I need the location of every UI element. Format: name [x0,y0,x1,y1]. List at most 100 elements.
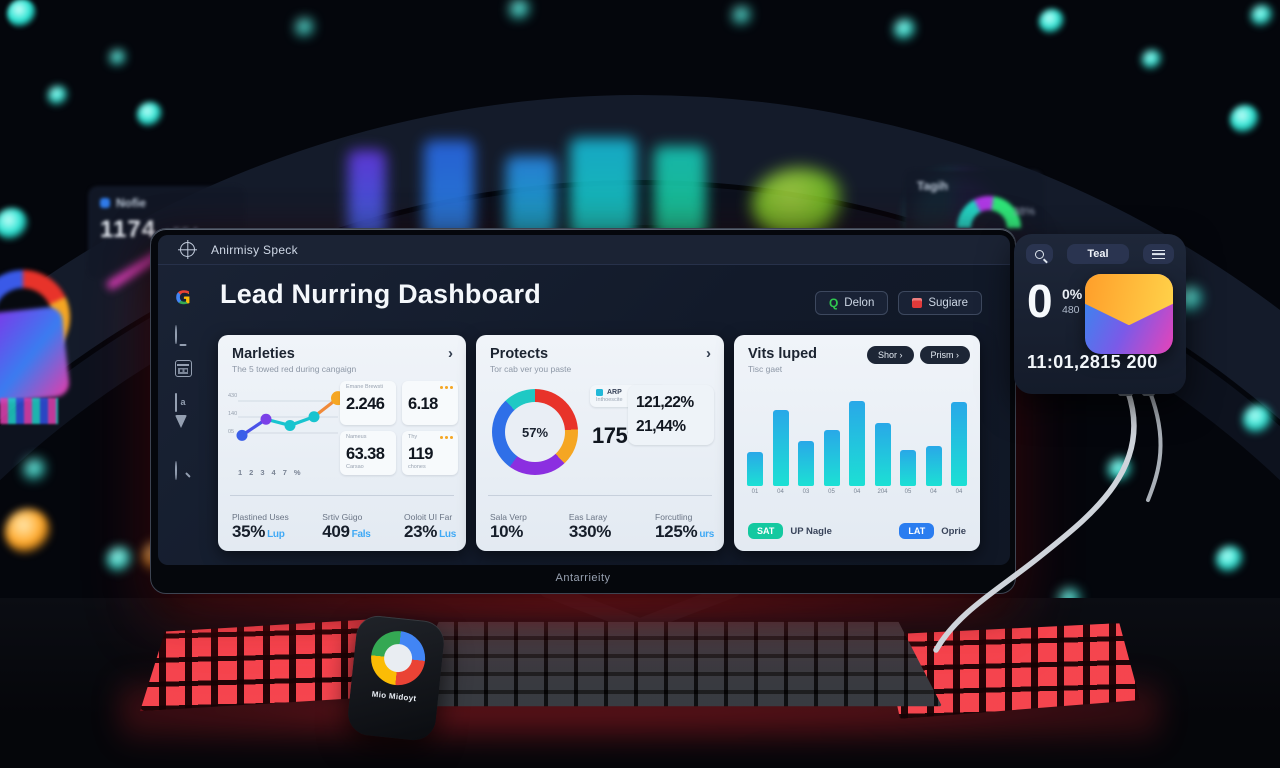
bokeh-dot [1039,9,1065,35]
bar[interactable] [823,430,840,486]
stat-box[interactable]: Emane Brewsti 2.246 [340,381,396,425]
bokeh-dot [7,0,37,29]
floating-widget: Teal 0 0% 480 11:01,2815 200 [1014,234,1186,394]
bar-label: 03 [802,489,810,495]
fob-label: Mio Midoyt [371,689,417,704]
monitor: Anirmisy Speck G Lead Nurring Dashboard … [150,228,1016,594]
bar-column[interactable]: 05 [823,387,841,495]
stat-box[interactable]: Thy 119 chones [402,431,458,475]
gradient-app-icon[interactable] [1085,274,1173,354]
menubar: Anirmisy Speck [158,235,1010,265]
lat-badge[interactable]: LAT [899,523,935,539]
search-button[interactable]: Q Delon [814,291,889,315]
flag-doc-icon[interactable] [174,393,192,412]
bokeh-dot [110,50,126,66]
widget-teal-button[interactable]: Teal [1067,244,1129,264]
bar[interactable] [772,410,789,486]
more-dots-icon[interactable] [440,386,453,389]
app-name: Anirmisy Speck [211,242,298,257]
sat-badge[interactable]: SAT [748,523,784,539]
legend-sublabel: Inthoescite [596,397,623,403]
prism-button[interactable]: Prism › [919,346,970,364]
card-subtitle: Tor cab ver you paste [490,364,572,374]
monitor-brand-label: Antarrieity [555,572,611,584]
bg-bar [654,146,706,242]
bar[interactable] [747,451,763,486]
bar-column[interactable]: 04 [848,387,866,495]
badge-item[interactable]: LAT Oprie [899,523,966,539]
card-footer-badges: SAT UP Nagle LAT Oprie [748,523,966,539]
hamburger-icon [1152,249,1165,259]
cursor-icon[interactable] [174,415,192,445]
card-visits: Vits luped Tisc gaet Shor › Prism › 01 04… [734,335,980,551]
target-icon[interactable] [180,242,195,257]
bar[interactable] [900,450,916,486]
widget-menu-button[interactable] [1143,244,1174,264]
bar-column[interactable]: 204 [874,387,892,495]
bokeh-dot [5,509,51,555]
stat-box[interactable]: 6.18 [402,381,458,425]
bar[interactable] [925,446,942,486]
bg-gauge-value: 38% [1012,206,1035,218]
bar[interactable] [798,441,814,486]
shor-button[interactable]: Shor › [866,346,914,364]
bar[interactable] [849,401,865,486]
bg-gauge-arc [957,196,1021,228]
bokeh-dot [1230,105,1260,135]
google-logo-icon[interactable]: G [175,287,191,309]
card-title: Vits luped [748,346,818,362]
line-chart-y-ticks: 430 140 05 [228,393,238,435]
chevron-right-icon[interactable]: › [706,345,711,362]
bar-column[interactable]: 04 [950,387,968,495]
bokeh-dot [296,19,314,37]
bar-column[interactable]: 04 [772,387,790,495]
sidebar: G [158,265,208,565]
bokeh-dot [107,547,133,573]
line-chart: 430 140 05 1 2 3 4 7% [228,385,345,477]
bar-column[interactable]: 04 [925,387,943,495]
stat-right-box[interactable]: 121,22% 21,44% [628,385,714,445]
stat-box[interactable]: Nameus 63.38 Carsao [340,431,396,475]
bar-label: 01 [751,489,759,495]
widget-time: 11:01,2815 200 [1027,352,1158,372]
keyboard-center[interactable] [398,621,942,707]
card-marketing: Marleties The 5 towed red during cangaig… [218,335,466,551]
bokeh-dot [1251,5,1273,27]
widget-metric-pct: 0% [1062,286,1083,302]
bokeh-dot [137,102,163,128]
donut-chart: 57% [492,389,578,475]
legend-label: ARP [607,389,622,396]
page-title: Lead Nurring Dashboard [220,279,541,309]
bar-column[interactable]: 03 [797,387,815,495]
bar-column[interactable]: 05 [899,387,917,495]
bg-bar [506,156,556,242]
remote-fob[interactable]: Mio Midoyt [345,613,447,743]
bar-column[interactable]: 01 [746,387,764,495]
bar-label: 04 [930,489,937,495]
bar[interactable] [874,423,891,486]
bokeh-dot [1108,458,1132,482]
bg-bar [348,150,386,242]
bg-pixel-strip [0,398,58,424]
search-icon[interactable] [174,461,192,480]
donut-center-value: 57% [521,424,549,440]
bokeh-dot [24,459,46,481]
dashboard-screen: Anirmisy Speck G Lead Nurring Dashboard … [158,235,1010,565]
bar-label: 04 [777,489,784,495]
widget-search-button[interactable] [1026,244,1053,264]
chevron-right-icon[interactable]: › [448,345,453,362]
action-button[interactable]: Sugiare [898,291,982,315]
bg-panel-icon [100,198,110,208]
bokeh-dot [0,208,29,242]
card-title: Marleties [232,346,295,362]
more-dots-icon[interactable] [440,436,453,439]
calendar-icon[interactable] [174,360,192,377]
badge-item[interactable]: SAT UP Nagle [748,523,832,539]
lightbulb-icon[interactable] [174,325,192,344]
card-subtitle: The 5 towed red during cangaign [232,364,357,374]
bar[interactable] [951,402,967,486]
card-footer-stats: Plastined Uses 35% Lup Srtiv Gügo 409 Fals… [232,512,456,541]
bg-panel-title-row: Nofie [100,196,232,210]
bg-gauge-title: Tagih [917,179,949,193]
bokeh-dot [510,0,530,20]
